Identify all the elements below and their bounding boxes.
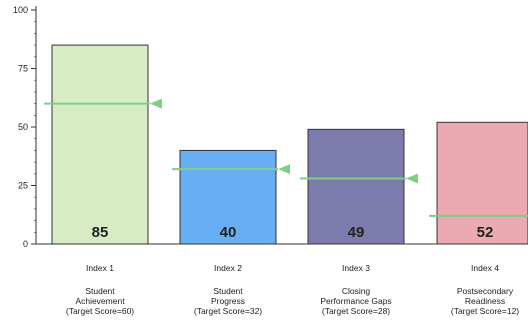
bar-value-label-2: 40 — [220, 224, 237, 241]
category-description-4-line-2: Readiness — [465, 296, 505, 306]
category-description-3-line-3: (Target Score=28) — [322, 306, 390, 316]
category-description-3-line-1: Closing — [342, 286, 371, 296]
bar-value-label-4: 52 — [477, 224, 494, 241]
target-arrow-1 — [150, 98, 162, 109]
y-tick-label: 75 — [18, 64, 28, 74]
category-description-1-line-3: (Target Score=60) — [66, 306, 134, 316]
category-index-label-2: Index 2 — [214, 263, 242, 273]
category-description-3-line-2: Performance Gaps — [320, 296, 391, 306]
bar-1 — [51, 44, 149, 245]
category-description-1-line-1: Student — [85, 286, 115, 296]
category-description-2-line-1: Student — [213, 286, 243, 296]
category-description-2-line-3: (Target Score=32) — [194, 306, 262, 316]
bar-4 — [436, 121, 528, 245]
y-tick-label: 100 — [13, 5, 28, 15]
target-markers — [44, 98, 528, 217]
category-index-label-1: Index 1 — [86, 263, 114, 273]
category-index-label-4: Index 4 — [471, 263, 499, 273]
category-index-label-3: Index 3 — [342, 263, 370, 273]
category-description-2-line-2: Progress — [211, 296, 245, 306]
category-description-4-line-1: Postsecondary — [457, 286, 514, 296]
category-description-1-line-2: Achievement — [75, 296, 125, 306]
bar-value-label-1: 85 — [92, 224, 109, 241]
target-arrow-3 — [406, 173, 418, 184]
y-tick-label: 50 — [18, 122, 28, 132]
y-tick-label: 25 — [18, 181, 28, 191]
bar-3 — [307, 128, 405, 245]
bar-value-label-3: 49 — [348, 224, 365, 241]
target-arrow-2 — [278, 164, 290, 175]
category-description-4-line-3: (Target Score=12) — [451, 306, 519, 316]
bars: 85 40 49 52 — [51, 44, 528, 245]
bar-2 — [179, 149, 277, 245]
y-tick-label: 0 — [23, 239, 28, 249]
